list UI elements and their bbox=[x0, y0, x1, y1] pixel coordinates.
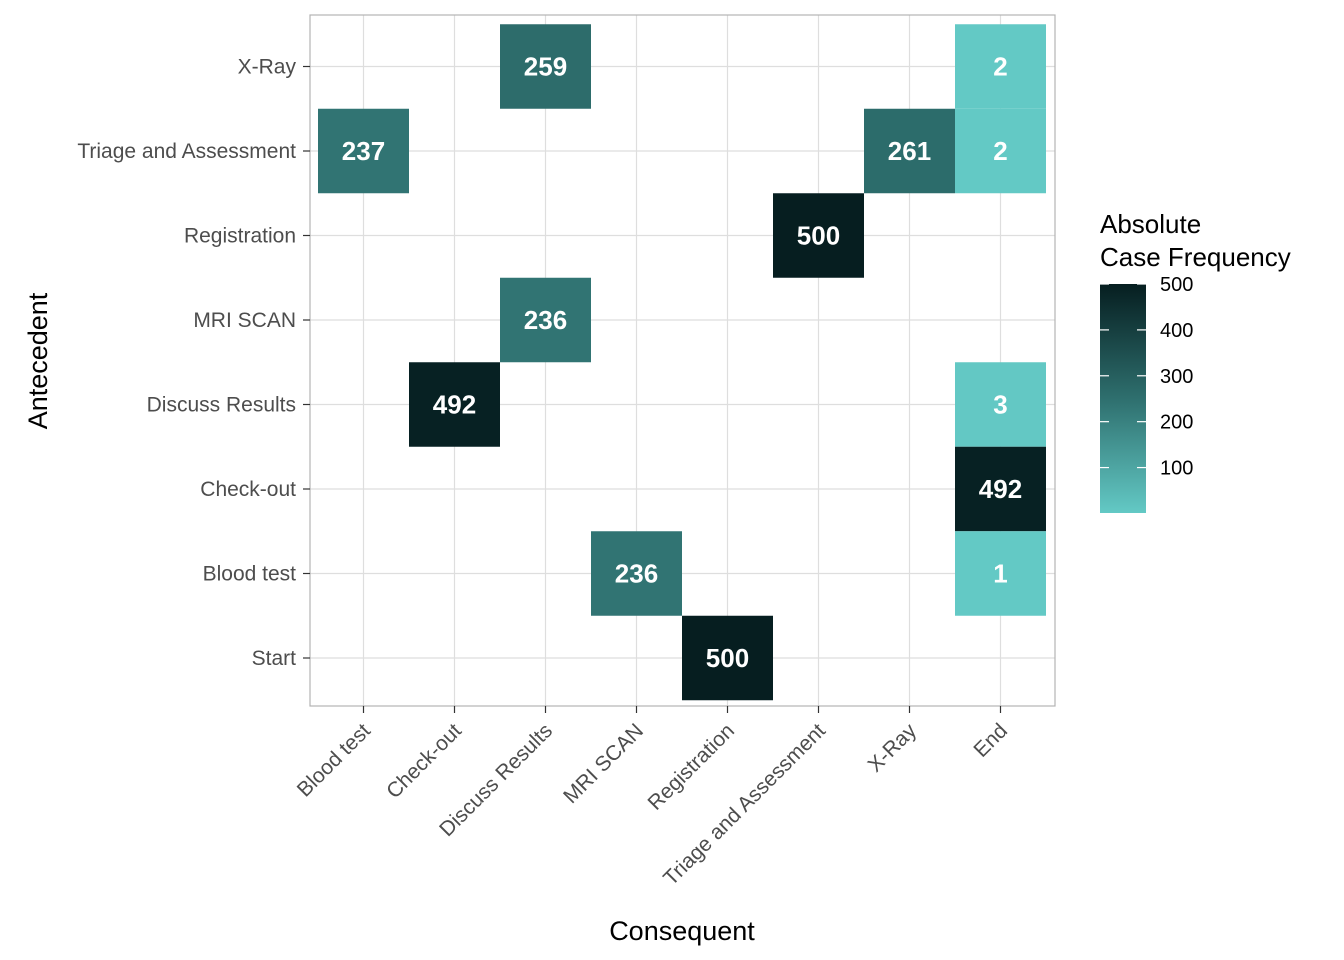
y-tick-label: Discuss Results bbox=[147, 394, 296, 417]
cell-value-label: 2 bbox=[993, 136, 1007, 166]
x-tick-label: MRI SCAN bbox=[559, 719, 648, 808]
heatmap-cell bbox=[955, 446, 1046, 532]
heatmap-cell bbox=[955, 24, 1046, 109]
heatmap-cell bbox=[500, 24, 591, 109]
heatmap-cell bbox=[500, 277, 591, 363]
color-legend: Absolute Case Frequency 100 200 300 400 500 bbox=[1100, 209, 1291, 513]
cell-value-label: 236 bbox=[615, 559, 658, 589]
y-tick-label: Registration bbox=[184, 225, 296, 248]
legend-tick-label: 500 bbox=[1160, 274, 1193, 296]
heatmap-cell bbox=[955, 108, 1046, 194]
cell-value-label: 492 bbox=[433, 390, 476, 420]
y-tick-label: Triage and Assessment bbox=[77, 140, 296, 163]
legend-tick-label: 200 bbox=[1160, 412, 1193, 434]
y-axis-ticks: Start Blood test Check-out Discuss Results M… bbox=[77, 56, 310, 670]
legend-title-line-1: Absolute bbox=[1100, 209, 1201, 239]
heatmap-cell bbox=[955, 531, 1046, 616]
legend-ticks: 100 200 300 400 500 bbox=[1100, 274, 1193, 480]
y-tick-label: MRI SCAN bbox=[193, 309, 296, 332]
cell-value-label: 259 bbox=[524, 52, 567, 82]
y-tick-label: Blood test bbox=[203, 563, 297, 586]
heatmap-cell bbox=[773, 193, 864, 278]
legend-tick-label: 300 bbox=[1160, 366, 1193, 388]
cell-value-label: 1 bbox=[993, 559, 1007, 589]
y-tick-label: Check-out bbox=[200, 478, 296, 501]
x-axis-title: Consequent bbox=[609, 916, 755, 946]
x-tick-label: Blood test bbox=[293, 719, 375, 801]
legend-tick-label: 400 bbox=[1160, 320, 1193, 342]
cell-value-label: 236 bbox=[524, 305, 567, 335]
heatmap-cell bbox=[864, 108, 955, 194]
heatmap-cell bbox=[409, 362, 500, 447]
y-tick-label: X-Ray bbox=[238, 56, 297, 79]
heatmap-cells: 259 2 237 261 2 500 236 492 3 492 236 1 500 bbox=[318, 24, 1046, 701]
cell-value-label: 261 bbox=[888, 136, 931, 166]
cell-value-label: 492 bbox=[979, 474, 1022, 504]
y-tick-label: Start bbox=[252, 647, 297, 670]
x-tick-label: Triage and Assessment bbox=[659, 719, 830, 890]
y-axis-title: Antecedent bbox=[23, 292, 53, 429]
cell-value-label: 3 bbox=[993, 390, 1007, 420]
x-tick-label: Check-out bbox=[382, 719, 466, 803]
x-tick-label: Registration bbox=[644, 719, 740, 815]
heatmap-cell bbox=[318, 108, 409, 194]
heatmap-cell bbox=[591, 531, 682, 616]
cell-value-label: 2 bbox=[993, 52, 1007, 82]
cell-value-label: 500 bbox=[706, 643, 749, 673]
legend-colorbar bbox=[1100, 284, 1146, 513]
heatmap-cell bbox=[682, 615, 773, 701]
x-tick-label: X-Ray bbox=[864, 719, 922, 777]
x-tick-label: End bbox=[969, 719, 1012, 762]
legend-tick-label: 100 bbox=[1160, 458, 1193, 480]
legend-title-line-2: Case Frequency bbox=[1100, 242, 1291, 272]
heatmap-cell bbox=[955, 362, 1046, 447]
cell-value-label: 237 bbox=[342, 136, 385, 166]
plot-panel-border bbox=[309, 14, 1056, 707]
cell-value-label: 500 bbox=[797, 221, 840, 251]
